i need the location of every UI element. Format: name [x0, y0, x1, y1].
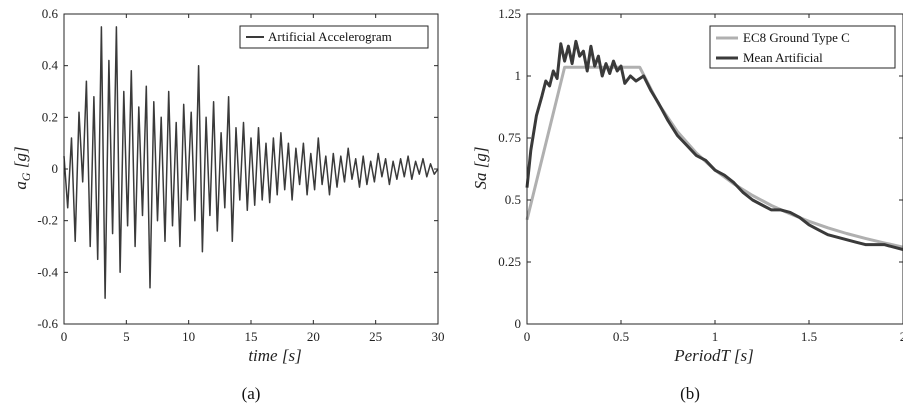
panel-a-x-tick-label: 15: [245, 329, 258, 344]
panel-a-x-tick-label: 10: [182, 329, 195, 344]
panel-a-legend-entry: Artificial Accelerogram: [268, 29, 392, 44]
panel-a-legend: Artificial Accelerogram: [239, 25, 429, 49]
panel-a-accelerogram: 0 5 10 15 20 25 30 0.6 0.4 0.2 0 -0.2 -0.4 -0.6 time …: [11, 6, 445, 403]
panel-b-x-axis-label: PeriodT [s]: [673, 346, 754, 365]
panel-a-y-tick-label: 0.6: [42, 6, 59, 21]
panel-b-x-tick-label: 1.5: [801, 329, 817, 344]
panel-a-plot-frame: [63, 13, 439, 325]
panel-b-legend-entry-mean: Mean Artificial: [743, 50, 823, 65]
panel-a-x-axis-label: time [s]: [248, 346, 301, 365]
panel-b-series-ec8-ground-type-c: [525, 65, 903, 249]
panel-b-x-tick-label: 0: [524, 329, 531, 344]
panel-a-x-tick-label: 0: [61, 329, 68, 344]
panel-b-x-tick-label: 0.5: [613, 329, 629, 344]
panel-a-x-tick-label: 25: [369, 329, 382, 344]
panel-a-y-label-sub: G: [19, 172, 33, 181]
panel-b-legend: EC8 Ground Type C Mean Artificial: [709, 25, 896, 69]
panel-a-x-tick-label: 20: [307, 329, 320, 344]
panel-a-y-axis-label: aG [g]: [11, 146, 33, 189]
panel-b-y-tick-label: 1: [515, 68, 522, 83]
panel-a-y-label-main: a: [11, 181, 30, 190]
panel-a-y-label-unit: [g]: [11, 146, 30, 172]
panel-b-x-tick-label: 2: [900, 329, 903, 344]
panel-a-caption: (a): [242, 384, 261, 403]
panel-a-y-tick-label: 0.4: [42, 58, 59, 73]
panel-b-legend-box: [709, 25, 896, 69]
panel-a-x-tick-label: 30: [432, 329, 445, 344]
panel-b-y-tick-label: 0.25: [498, 254, 521, 269]
panel-a-y-tick-label: -0.6: [37, 316, 58, 331]
panel-a-x-tick-label: 5: [123, 329, 130, 344]
panel-b-y-tick-label: 0: [515, 316, 522, 331]
panel-b-caption: (b): [680, 384, 700, 403]
panel-a-series-artificial-accelerogram: [63, 26, 439, 299]
panel-b-y-tick-label: 0.5: [505, 192, 521, 207]
panel-a-y-tick-label: 0: [52, 161, 59, 176]
panel-a-y-tick-label: -0.4: [37, 264, 58, 279]
panel-b-y-tick-label: 1.25: [498, 6, 521, 21]
panel-a-y-tick-label: 0.2: [42, 109, 58, 124]
panel-b-y-axis-label: Sa [g]: [471, 147, 490, 190]
panel-b-y-tick-label: 0.75: [498, 130, 521, 145]
panel-b-x-tick-label: 1: [712, 329, 719, 344]
panel-a-legend-box: [239, 25, 429, 49]
panel-a-y-tick-label: -0.2: [37, 213, 58, 228]
panel-b-spectrum: 0 0.5 1 1.5 2 1.25 1 0.75 0.5 0.25 0 PeriodT [s] S…: [471, 6, 903, 403]
panel-b-legend-entry-ec8: EC8 Ground Type C: [743, 30, 850, 45]
panel-b-series-mean-artificial: [525, 39, 903, 252]
